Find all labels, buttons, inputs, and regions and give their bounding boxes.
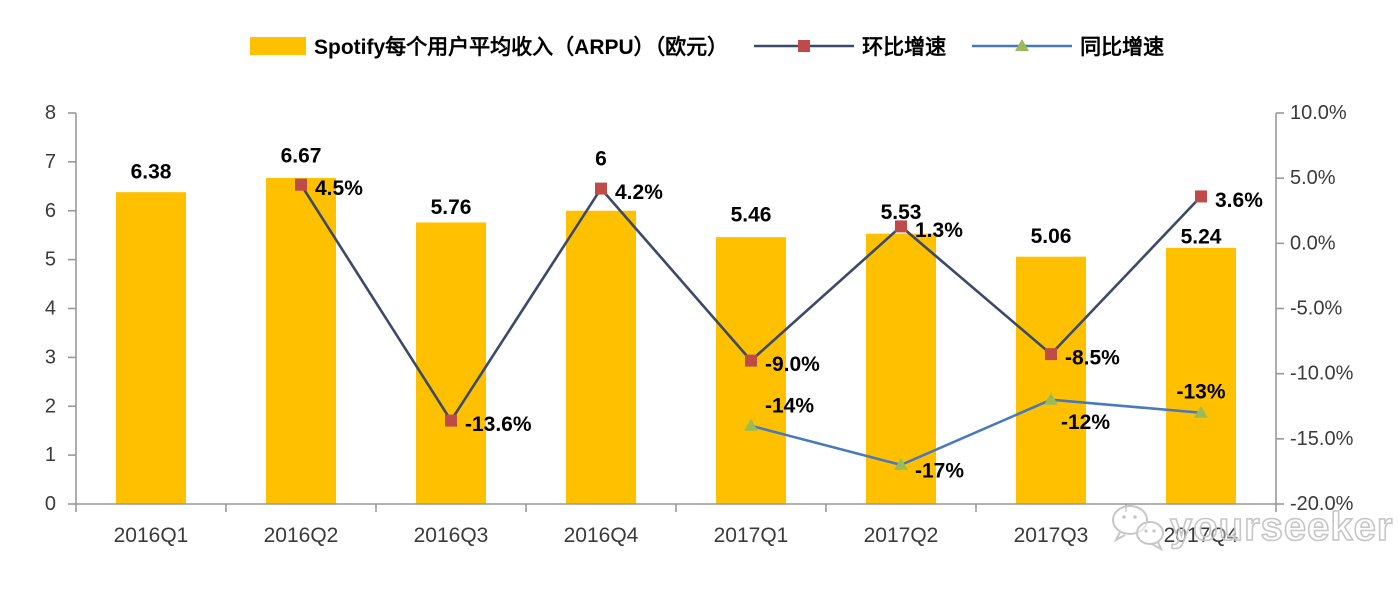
- legend-item-qoq: 环比增速: [754, 31, 946, 61]
- left-tick-label: 5: [45, 249, 56, 271]
- left-tick-label: 6: [45, 200, 56, 222]
- qoq-value-label: 4.5%: [315, 177, 363, 200]
- bar-2017Q3: [1016, 256, 1086, 504]
- qoq-value-label: -9.0%: [765, 353, 820, 376]
- x-tick-label: 2016Q4: [564, 524, 639, 547]
- left-tick-label: 0: [45, 493, 56, 515]
- bar-2016Q2: [266, 178, 336, 504]
- legend-item-yoy: 同比增速: [972, 31, 1164, 61]
- right-tick-label: 10.0%: [1290, 102, 1347, 124]
- x-tick-label: 2016Q3: [414, 524, 489, 547]
- bar-value-label: 5.46: [731, 204, 772, 227]
- qoq-marker-2016Q3: [445, 414, 457, 427]
- left-tick-label: 2: [45, 395, 56, 417]
- qoq-marker-2017Q2: [895, 220, 907, 233]
- yoy-line: [750, 398, 1202, 467]
- bar-2016Q1: [116, 192, 186, 505]
- qoq-value-label: 4.2%: [615, 181, 663, 204]
- x-tick-label: 2016Q1: [114, 524, 189, 547]
- bar-value-label: 5.76: [431, 196, 472, 219]
- left-tick-label: 1: [45, 444, 56, 466]
- wechat-icon: [1112, 505, 1164, 552]
- yoy-marker-2017Q2: [894, 457, 908, 470]
- qoq-marker-2016Q4: [595, 182, 607, 195]
- bar-2016Q4: [566, 210, 636, 504]
- qoq-value-label: -8.5%: [1065, 347, 1120, 370]
- bar-value-label: 6.67: [281, 145, 322, 168]
- legend-item-arpu: Spotify每个用户平均收入（ARPU）（欧元）: [250, 31, 728, 61]
- yoy-marker-2017Q3: [1044, 392, 1058, 405]
- legend-label-arpu: Spotify每个用户平均收入（ARPU）（欧元）: [314, 36, 729, 59]
- right-tick-label: 5.0%: [1290, 167, 1336, 189]
- chart-legend: Spotify每个用户平均收入（ARPU）（欧元） 环比增速 同比增速: [250, 31, 1164, 61]
- qoq-line-swatch: [754, 40, 855, 52]
- yoy-line-swatch: [972, 39, 1073, 51]
- qoq-marker-2017Q1: [745, 354, 757, 367]
- right-tick-label: -10.0%: [1290, 363, 1354, 385]
- bar-value-label: 5.06: [1031, 225, 1072, 248]
- right-tick-label: 0.0%: [1290, 232, 1336, 254]
- x-tick-label: 2017Q2: [864, 524, 939, 547]
- qoq-value-label: 3.6%: [1215, 189, 1263, 212]
- yoy-marker-2017Q4: [1194, 405, 1208, 418]
- bar-value-label: 5.24: [1181, 225, 1222, 248]
- x-tick-label: 2017Q4: [1164, 524, 1239, 547]
- right-tick-label: -20.0%: [1290, 493, 1354, 515]
- qoq-marker-2016Q2: [295, 178, 307, 191]
- x-tick-label: 2017Q1: [714, 524, 789, 547]
- bar-value-label: 5.53: [881, 201, 922, 224]
- bar-2016Q3: [416, 222, 486, 505]
- left-tick-label: 3: [45, 346, 56, 368]
- left-tick-label: 4: [45, 298, 56, 320]
- watermark-text: yourseeker: [1169, 504, 1394, 550]
- watermark: yourseeker: [1106, 498, 1393, 556]
- x-tick-label: 2016Q2: [264, 524, 339, 547]
- bar-2017Q4: [1166, 247, 1236, 504]
- yoy-value-label: -13%: [1176, 380, 1225, 403]
- qoq-value-label: -13.6%: [465, 413, 532, 436]
- yoy-value-label: -12%: [1061, 411, 1110, 434]
- legend-label-qoq: 环比增速: [862, 36, 947, 59]
- yoy-value-label: -14%: [765, 394, 814, 417]
- qoq-value-label: 1.3%: [915, 219, 963, 242]
- right-tick-label: -15.0%: [1290, 428, 1354, 450]
- left-tick-label: 7: [45, 151, 56, 173]
- bar-2017Q1: [716, 237, 786, 504]
- legend-label-yoy: 同比增速: [1080, 36, 1165, 59]
- yoy-marker-2017Q1: [744, 418, 758, 431]
- right-tick-label: -5.0%: [1290, 298, 1342, 320]
- left-tick-label: 8: [45, 102, 56, 124]
- bar-series-swatch: [250, 37, 306, 55]
- qoq-marker-2017Q4: [1195, 190, 1207, 203]
- yoy-value-label: -17%: [915, 459, 964, 482]
- bar-value-label: 6.38: [131, 161, 172, 184]
- bar-value-label: 6: [595, 147, 607, 170]
- x-tick-label: 2017Q3: [1014, 524, 1089, 547]
- qoq-marker-2017Q3: [1045, 348, 1057, 361]
